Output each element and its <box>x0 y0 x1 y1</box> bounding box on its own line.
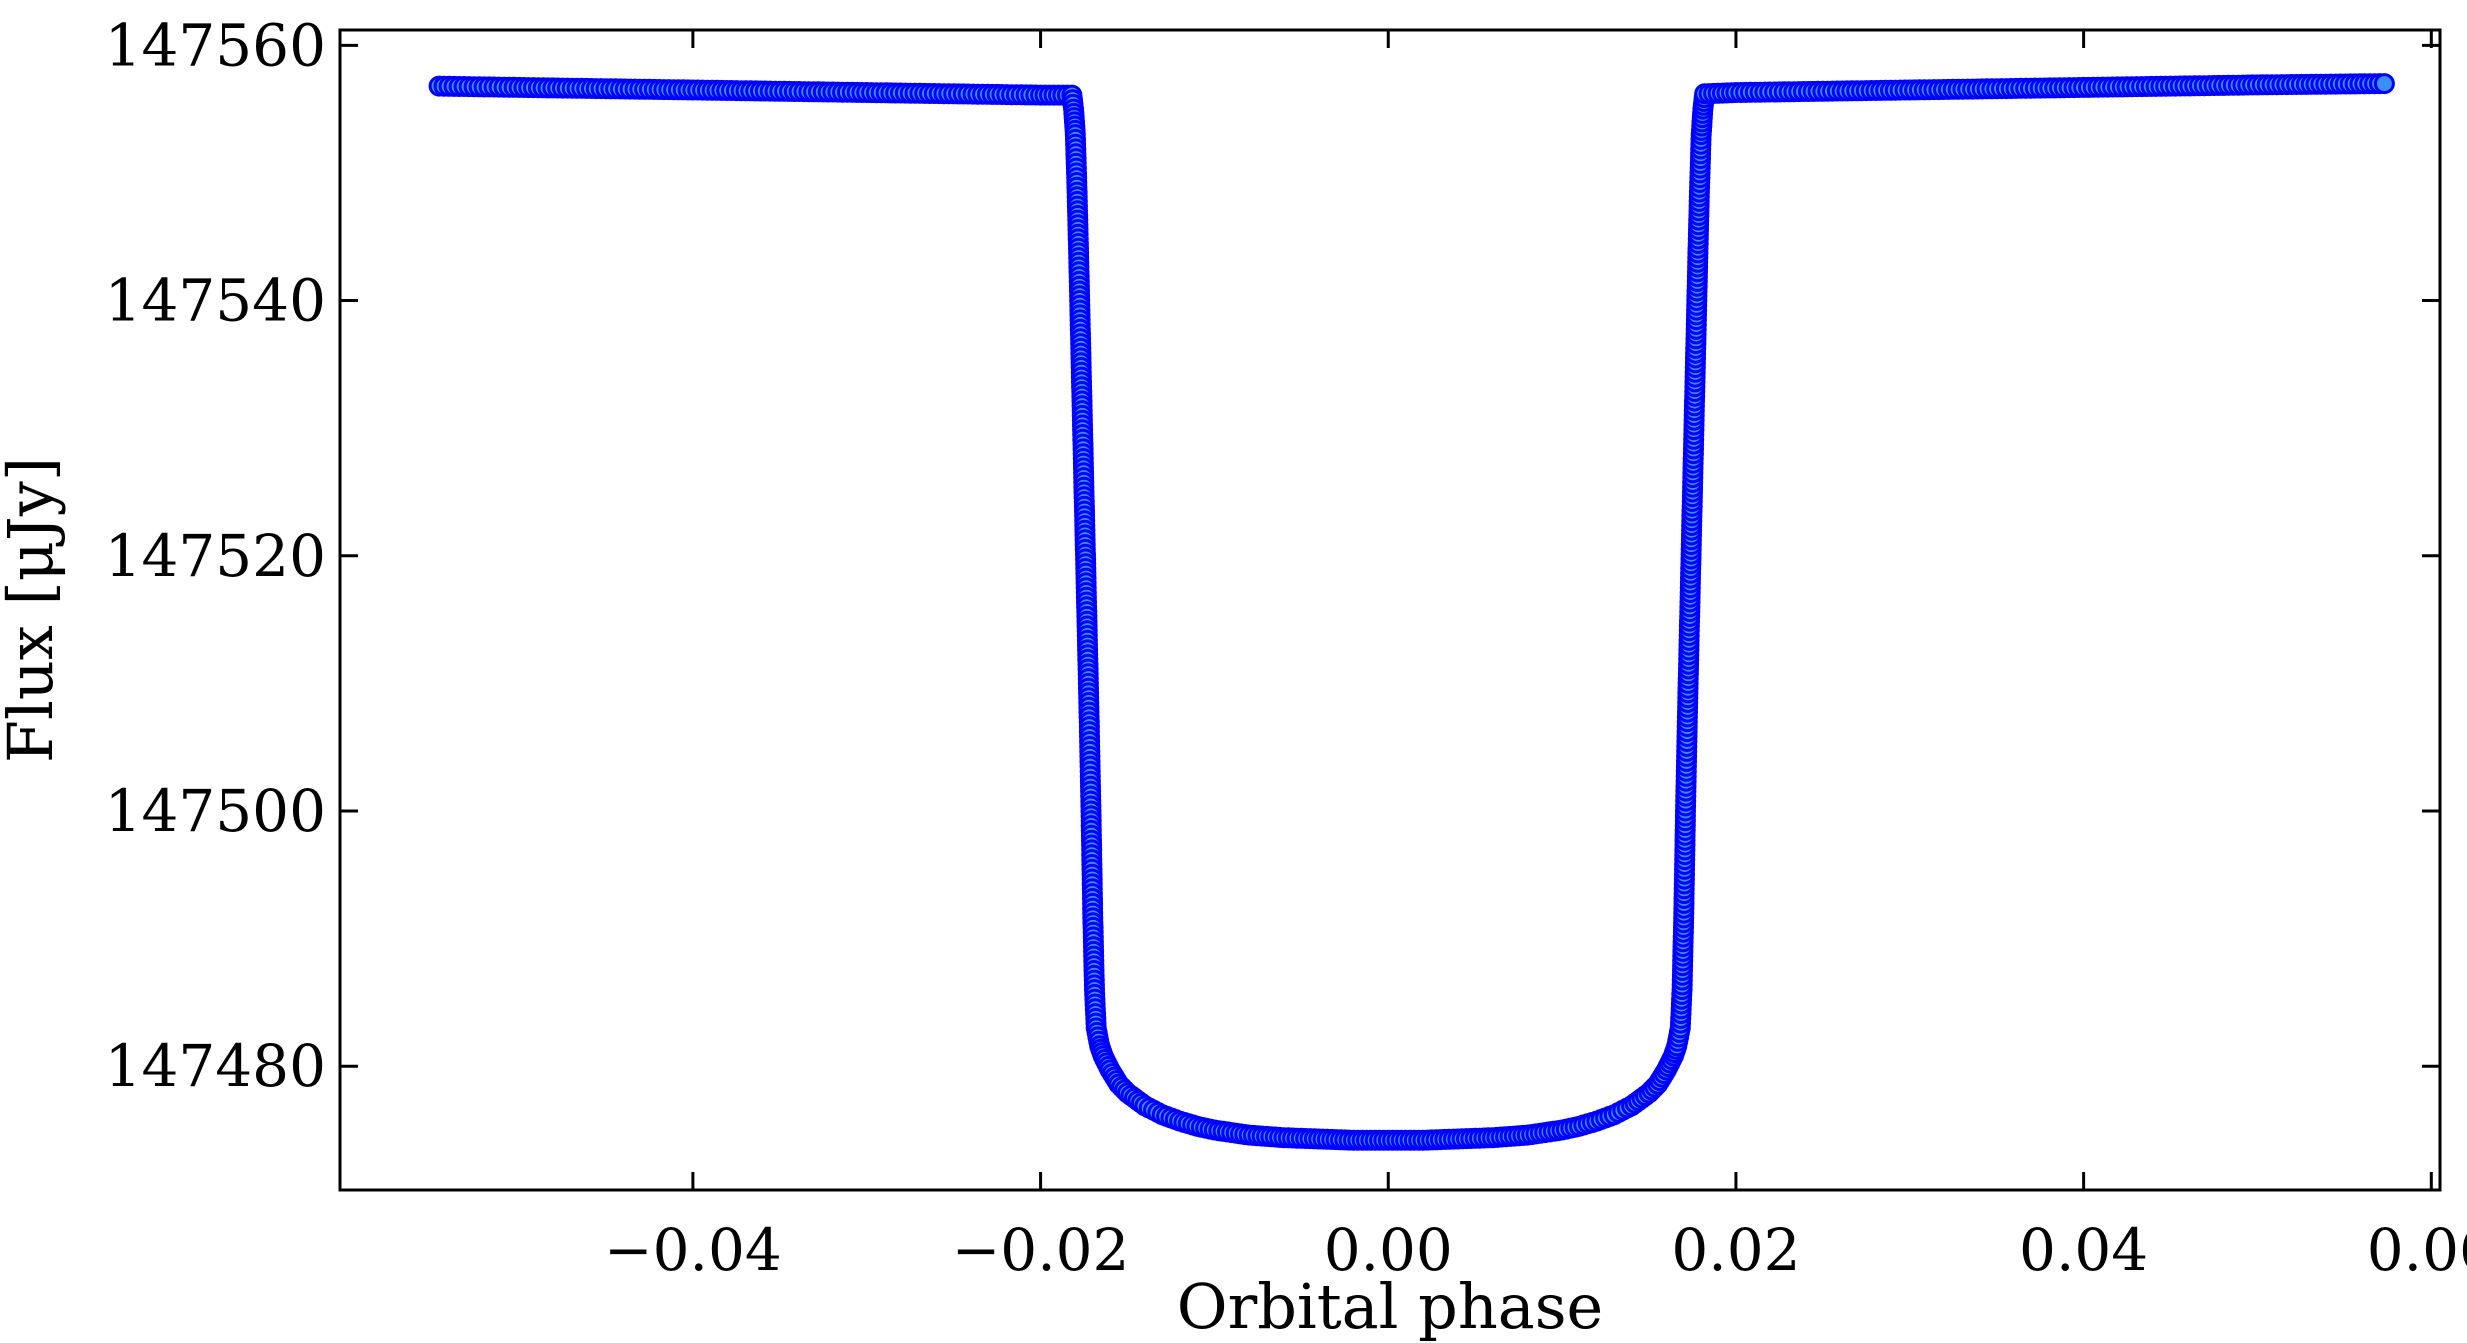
y-tick-label: 147520 <box>105 522 326 590</box>
x-tick-label: 0.04 <box>2019 1216 2148 1284</box>
y-axis-label: Flux [μJy] <box>0 457 67 763</box>
y-tick-label: 147560 <box>105 11 326 79</box>
x-axis-label: Orbital phase <box>1177 1270 1604 1343</box>
y-tick-label: 147540 <box>105 267 326 335</box>
plot-frame <box>338 28 2442 1192</box>
data-point <box>2373 73 2395 95</box>
y-tick-label: 147480 <box>105 1032 326 1100</box>
axis-ticks <box>340 30 2440 1190</box>
x-tick-label: −0.04 <box>604 1216 782 1284</box>
x-tick-label: 0.00 <box>1324 1216 1453 1284</box>
data-points <box>428 73 2395 1151</box>
tick-labels: −0.04 −0.02 0.00 0.02 0.04 0.06 147480 147500 14… <box>105 11 2467 1284</box>
x-tick-label: 0.06 <box>2367 1216 2467 1284</box>
y-tick-label: 147500 <box>105 777 326 845</box>
x-tick-label: 0.02 <box>1671 1216 1800 1284</box>
x-tick-label: −0.02 <box>952 1216 1130 1284</box>
